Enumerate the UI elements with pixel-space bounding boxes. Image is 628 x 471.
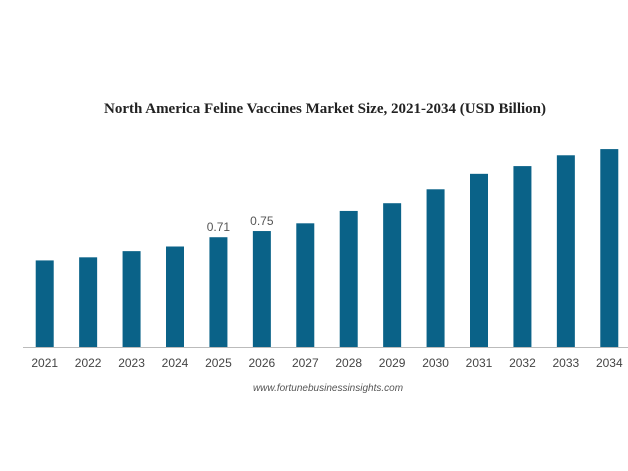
x-tick-label-2025: 2025 bbox=[205, 356, 232, 370]
x-tick-label-2034: 2034 bbox=[596, 356, 623, 370]
bar-2025 bbox=[209, 237, 228, 347]
x-tick-label-2031: 2031 bbox=[466, 356, 493, 370]
bar-2021 bbox=[35, 260, 54, 347]
x-tick-label-2030: 2030 bbox=[422, 356, 449, 370]
bar-2034 bbox=[600, 149, 619, 347]
data-label-2026: 0.75 bbox=[250, 214, 274, 228]
x-tick-label-2022: 2022 bbox=[75, 356, 102, 370]
bar-2028 bbox=[339, 210, 358, 347]
x-tick-label-2026: 2026 bbox=[249, 356, 276, 370]
source-text: www.fortunebusinessinsights.com bbox=[253, 383, 403, 394]
x-tick-label-2028: 2028 bbox=[335, 356, 362, 370]
x-tick-label-2023: 2023 bbox=[118, 356, 145, 370]
x-tick-label-2033: 2033 bbox=[553, 356, 580, 370]
bar-2023 bbox=[122, 251, 141, 347]
bars-group bbox=[35, 149, 619, 347]
data-labels-group: 0.71 0.75 bbox=[207, 214, 274, 234]
bar-2030 bbox=[426, 189, 445, 347]
x-tick-label-2029: 2029 bbox=[379, 356, 406, 370]
data-label-2025: 0.71 bbox=[207, 220, 231, 234]
bar-2026 bbox=[252, 231, 271, 347]
x-tick-label-2027: 2027 bbox=[292, 356, 319, 370]
bar-2033 bbox=[556, 155, 575, 347]
x-tick-labels-group: 2021 2022 2023 2024 2025 2026 2027 2028 2029 2030… bbox=[31, 356, 623, 370]
bar-2031 bbox=[470, 173, 488, 347]
bar-2024 bbox=[166, 246, 184, 347]
bar-2027 bbox=[296, 223, 315, 347]
x-tick-label-2024: 2024 bbox=[162, 356, 189, 370]
bar-2032 bbox=[513, 166, 532, 347]
x-tick-label-2021: 2021 bbox=[31, 356, 58, 370]
x-tick-label-2032: 2032 bbox=[509, 356, 536, 370]
bar-2029 bbox=[383, 203, 402, 347]
chart-title: North America Feline Vaccines Market Siz… bbox=[104, 101, 546, 117]
bar-2022 bbox=[79, 257, 98, 347]
